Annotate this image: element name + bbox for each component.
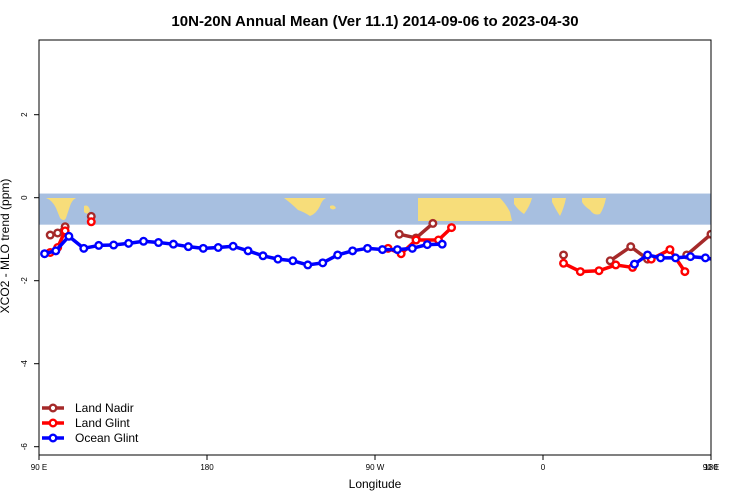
map-land-africa <box>418 198 512 221</box>
ocean-glint-point <box>392 245 402 255</box>
ocean-glint-point <box>198 243 208 253</box>
map-land-west-africa-india <box>46 198 76 220</box>
legend-label-land-glint: Land Glint <box>75 416 130 430</box>
ocean-glint-point <box>153 238 163 248</box>
land-glint-point <box>611 260 621 270</box>
ocean-glint-point <box>168 239 178 249</box>
land-glint-point <box>447 223 457 233</box>
legend-marker-land-glint <box>48 418 58 428</box>
ocean-glint-point <box>333 250 343 260</box>
land-glint-point <box>594 266 604 276</box>
ocean-glint-point <box>288 256 298 266</box>
ocean-glint-point <box>348 246 358 256</box>
land-glint-point <box>559 258 569 268</box>
y-axis-label: XCO2 - MLO trend (ppm) <box>0 179 12 314</box>
ocean-glint-point <box>437 239 447 249</box>
ocean-glint-point <box>124 238 134 248</box>
land-nadir-point <box>394 229 404 239</box>
legend-label-ocean-glint: Ocean Glint <box>75 431 139 445</box>
ocean-glint-point <box>745 235 750 242</box>
world-map-band <box>39 193 711 225</box>
y-tick-label: 2 <box>20 112 29 117</box>
ocean-glint-point <box>94 240 104 250</box>
land-nadir-point <box>559 250 569 260</box>
legend-marker-land-nadir <box>48 403 58 413</box>
map-land-southeast-asia <box>582 198 606 215</box>
ocean-glint-point <box>139 236 149 246</box>
land-nadir-point <box>428 218 438 228</box>
land-glint-point <box>411 235 421 245</box>
x-tick-label: 180 <box>200 463 214 472</box>
map-land-caribbean <box>330 205 336 210</box>
ocean-glint-line <box>44 234 443 267</box>
land-glint-point <box>680 267 690 277</box>
ocean-glint-point <box>183 242 193 252</box>
ocean-glint-point <box>700 253 710 263</box>
x-axis-label: Longitude <box>349 477 402 491</box>
ocean-glint-point <box>303 260 313 270</box>
land-glint-line <box>726 230 750 272</box>
x-tick-label: 180 <box>704 463 718 472</box>
legend-marker-ocean-glint <box>48 433 58 443</box>
x-tick-label: 90 W <box>366 463 385 472</box>
map-land-sri-lanka <box>84 205 90 214</box>
ocean-glint-point <box>363 243 373 253</box>
ocean-glint-point <box>685 252 695 262</box>
ocean-glint-point <box>79 243 89 253</box>
ocean-glint-point <box>213 242 223 252</box>
land-nadir-point <box>725 226 732 233</box>
ocean-glint-point <box>64 231 74 241</box>
y-tick-label: -6 <box>20 443 29 451</box>
x-tick-label: 90 E <box>31 463 47 472</box>
land-nadir-point <box>626 242 636 252</box>
land-glint-point <box>732 269 739 276</box>
land-glint-point <box>723 262 730 269</box>
y-tick-label: -4 <box>20 360 29 368</box>
land-glint-point <box>86 217 96 227</box>
ocean-glint-point <box>377 245 387 255</box>
land-nadir-point <box>53 228 63 238</box>
ocean-glint-point <box>713 257 720 264</box>
y-axis: 2 0 -2 -4 -6 <box>20 112 39 450</box>
land-nadir-line <box>685 232 711 257</box>
ocean-glint-point <box>318 258 328 268</box>
legend-label-land-nadir: Land Nadir <box>75 401 134 415</box>
ocean-glint-point <box>728 252 735 259</box>
y-tick-label: 0 <box>20 195 29 200</box>
ocean-glint-point <box>258 251 268 261</box>
land-nadir-point <box>706 229 711 239</box>
ocean-glint-point <box>228 241 238 251</box>
ocean-glint-line <box>633 253 711 266</box>
chart-title: 10N-20N Annual Mean (Ver 11.1) 2014-09-0… <box>171 13 578 30</box>
ocean-glint-point <box>407 243 417 253</box>
land-nadir-point <box>605 256 615 266</box>
map-ocean <box>39 193 711 225</box>
ocean-glint-point <box>643 250 653 260</box>
land-glint-point <box>575 267 585 277</box>
ocean-glint-point <box>243 246 253 256</box>
ocean-glint-point <box>656 253 666 263</box>
ocean-glint-point <box>629 259 639 269</box>
land-glint-point <box>665 245 675 255</box>
series-layer <box>40 211 750 277</box>
y-tick-label: -2 <box>20 277 29 285</box>
ocean-glint-point <box>109 240 119 250</box>
x-tick-label: 0 <box>541 463 546 472</box>
ocean-glint-point <box>40 249 50 259</box>
land-nadir-point <box>45 230 55 240</box>
map-land-india <box>552 198 566 216</box>
ocean-glint-point <box>671 253 681 263</box>
ocean-glint-point <box>422 240 432 250</box>
ocean-glint-point <box>51 246 61 256</box>
x-tick-label: 90 E <box>703 463 719 472</box>
map-land-arabia <box>514 198 532 214</box>
map-land-americas <box>284 198 326 216</box>
ocean-glint-point <box>273 254 283 264</box>
